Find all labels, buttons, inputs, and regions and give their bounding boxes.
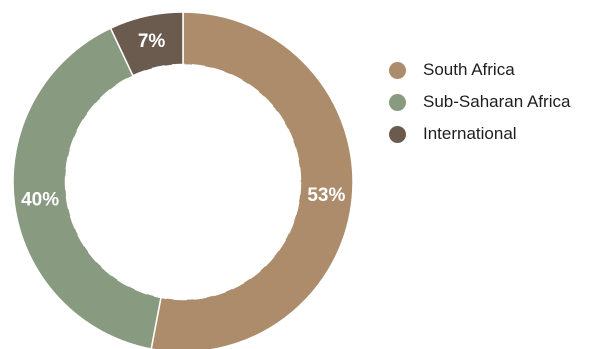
inner-dashed-ring — [64, 63, 302, 301]
slice-label-sub-saharan-africa: 40% — [21, 190, 59, 211]
slice-label-south-africa: 53% — [307, 185, 345, 206]
legend-label-south-africa: South Africa — [423, 60, 515, 79]
legend-label-sub-saharan-africa: Sub-Saharan Africa — [423, 92, 571, 111]
legend-item-sub-saharan-africa: Sub-Saharan Africa — [389, 86, 570, 118]
slice-labels: 53% 40% 7% — [21, 31, 345, 211]
legend-label-international: International — [423, 124, 517, 143]
legend-item-international: International — [389, 118, 570, 150]
donut-chart: 53% 40% 7% — [12, 11, 354, 349]
legend-swatch-south-africa — [389, 61, 406, 79]
legend-item-south-africa: South Africa — [389, 54, 570, 86]
legend-swatch-international — [389, 125, 406, 143]
legend: South Africa Sub-Saharan Africa Internatio… — [389, 54, 570, 150]
legend-swatch-sub-saharan-africa — [389, 93, 406, 111]
slice-label-international: 7% — [138, 31, 166, 52]
